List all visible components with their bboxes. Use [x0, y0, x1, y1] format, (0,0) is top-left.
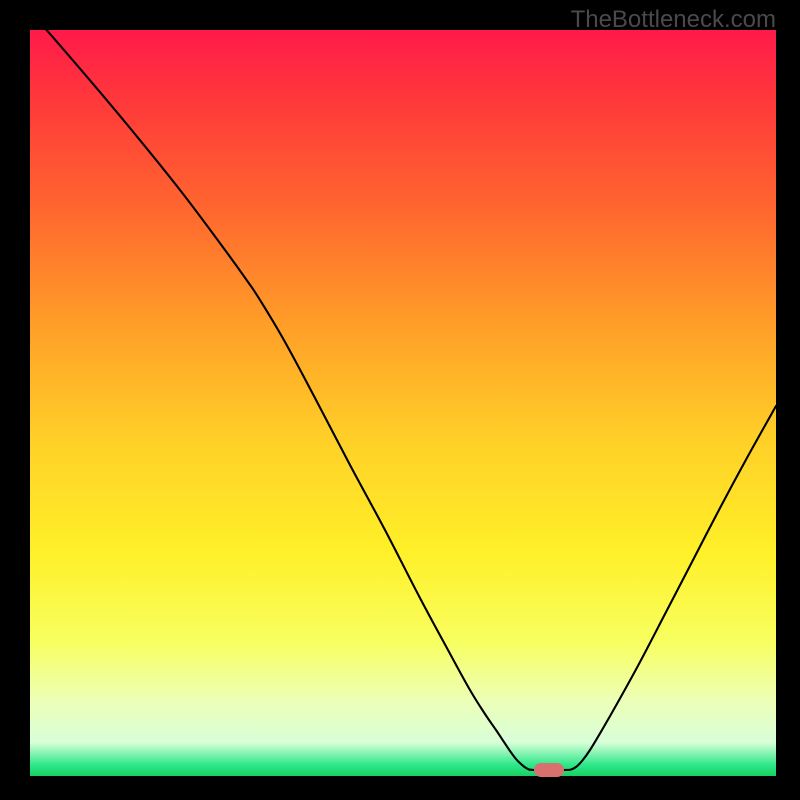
optimum-marker — [534, 763, 564, 777]
curve-svg — [0, 0, 800, 800]
chart-root: TheBottleneck.com — [0, 0, 800, 800]
bottleneck-curve — [30, 11, 776, 770]
watermark-text: TheBottleneck.com — [571, 6, 776, 34]
